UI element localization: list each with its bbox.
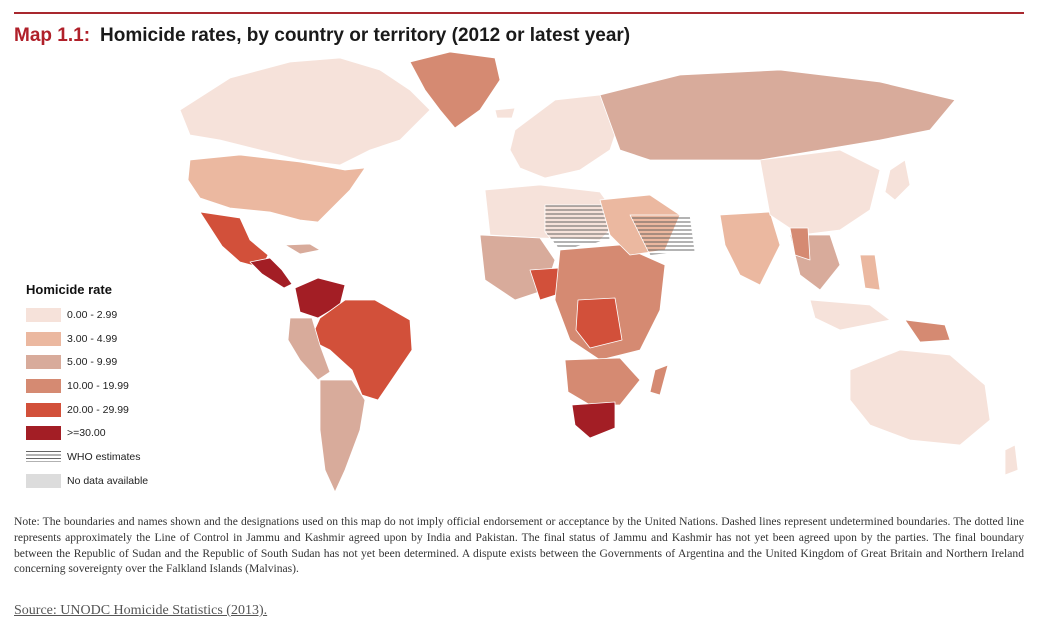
southern-cone-region [319, 379, 366, 493]
legend: Homicide rate 0.00 - 2.99 3.00 - 4.99 5.… [26, 282, 176, 498]
india-region [719, 211, 781, 286]
south-africa-region [571, 401, 616, 439]
sahel-who-region [544, 204, 611, 251]
legend-hatch-swatch [26, 451, 61, 463]
legend-swatch [26, 473, 61, 488]
iceland-region [494, 107, 516, 119]
europe-region [509, 94, 621, 179]
japan-region [884, 159, 911, 201]
legend-item-nodata: No data available [26, 473, 176, 498]
drc-region [575, 297, 623, 349]
legend-item: 0.00 - 2.99 [26, 308, 176, 332]
arabia-who-region [629, 214, 696, 256]
legend-swatch [26, 355, 61, 370]
legend-item: 3.00 - 4.99 [26, 331, 176, 356]
brazil-region [309, 299, 413, 401]
legend-item: >=30.00 [26, 426, 176, 450]
indonesia-region [809, 299, 891, 331]
legend-item: 20.00 - 29.99 [26, 402, 176, 427]
map-source: Source: UNODC Homicide Statistics (2013)… [14, 603, 268, 618]
legend-label: 0.00 - 2.99 [67, 309, 118, 321]
legend-swatch [26, 379, 61, 394]
top-rule [14, 12, 1024, 14]
greenland-region [409, 52, 501, 129]
legend-item: 5.00 - 9.99 [26, 355, 176, 379]
myanmar-region [789, 227, 811, 261]
legend-label: 20.00 - 29.99 [67, 403, 129, 416]
legend-item-who: WHO estimates [26, 450, 176, 474]
legend-label: No data available [67, 474, 149, 487]
china-region [759, 149, 881, 236]
map-note: Note: The boundaries and names shown and… [14, 515, 1024, 576]
new-zealand-region [1004, 444, 1019, 476]
legend-swatch [26, 426, 61, 441]
central-america-region [249, 257, 293, 289]
canada-region [179, 57, 431, 166]
legend-swatch [26, 402, 61, 417]
map-title: Map 1.1: Homicide rates, by country or te… [14, 25, 630, 47]
map-title-text: Homicide rates, by country or territory … [100, 25, 631, 46]
andes-region [287, 317, 331, 381]
madagascar-region [649, 364, 669, 396]
philippines-region [859, 254, 881, 291]
legend-swatch [26, 308, 61, 322]
southern-africa-region [564, 357, 641, 406]
legend-label: 5.00 - 9.99 [67, 356, 118, 369]
legend-label: 3.00 - 4.99 [67, 332, 118, 345]
legend-item: 10.00 - 19.99 [26, 379, 176, 403]
mexico-region [199, 211, 269, 269]
russia-region [599, 69, 956, 161]
world-map [179, 52, 1019, 493]
usa-region [187, 154, 366, 223]
legend-label: 10.00 - 19.99 [67, 380, 129, 393]
legend-swatch [26, 331, 61, 346]
map-number: Map 1.1: [14, 25, 91, 46]
legend-label: WHO estimates [67, 451, 141, 464]
legend-title: Homicide rate [26, 282, 112, 297]
australia-region [849, 349, 991, 446]
papua-new-guinea-region [904, 319, 951, 343]
caribbean-region [284, 243, 321, 255]
legend-label: >=30.00 [67, 427, 106, 440]
